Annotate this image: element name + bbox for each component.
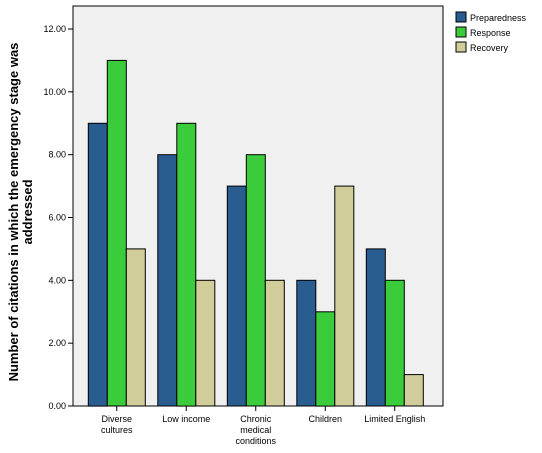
y-tick-label: 0.00 [48,401,66,411]
y-axis: 0.00 2.00 4.00 6.00 8.00 10.00 12.00 [43,24,73,411]
x-tick-label: Children [308,414,342,424]
x-tick-label-line: Children [308,414,342,424]
bar-response-1 [176,122,197,407]
bar-response-4 [384,279,405,407]
bar-response-3 [315,311,336,407]
bar-preparedness-4 [365,248,386,407]
bar-recovery-2 [264,279,285,407]
y-tick-label: 2.00 [48,338,66,348]
y-tick-label: 12.00 [43,24,66,34]
x-tick-label: Chronic medical conditions [235,414,276,446]
bar-preparedness-2 [226,185,247,407]
bar-preparedness-0 [87,122,108,407]
bars [87,59,424,407]
x-tick-label: Diverse cultures [101,414,133,435]
x-tick-label-line: Low income [162,414,210,424]
y-tick-label: 4.00 [48,275,66,285]
bar-recovery-3 [334,185,355,407]
legend-label-response: Response [470,28,511,38]
x-tick-label-line: medical [240,425,271,435]
x-tick-label: Limited English [364,414,425,424]
x-tick-label-line: Diverse [101,414,132,424]
bar-recovery-1 [195,279,216,407]
x-tick-label-line: Limited English [364,414,425,424]
legend: Preparedness Response Recovery [455,11,527,53]
x-tick-label-line: conditions [235,436,276,446]
legend-swatch-preparedness [455,11,467,23]
bar-recovery-0 [125,248,146,407]
bar-preparedness-3 [296,279,317,407]
x-tick-label-line: Chronic [240,414,272,424]
legend-label-recovery: Recovery [470,43,509,53]
x-tick-label-line: cultures [101,425,133,435]
y-axis-title: Number of citations in which the emergen… [6,43,35,382]
y-tick-label: 10.00 [43,87,66,97]
y-tick-label: 8.00 [48,150,66,160]
y-tick-label: 6.00 [48,213,66,223]
y-axis-title-text: Number of citations in which the emergen… [6,43,35,382]
legend-label-preparedness: Preparedness [470,13,527,23]
bar-response-2 [245,154,266,407]
y-axis-title-line: addressed [20,179,35,244]
bar-recovery-4 [403,374,424,407]
legend-swatch-recovery [455,41,467,53]
bar-preparedness-1 [157,154,178,407]
x-tick-label: Low income [162,414,210,424]
legend-swatch-response [455,26,467,38]
y-axis-title-line: Number of citations in which the emergen… [6,43,21,382]
bar-response-0 [106,59,127,407]
